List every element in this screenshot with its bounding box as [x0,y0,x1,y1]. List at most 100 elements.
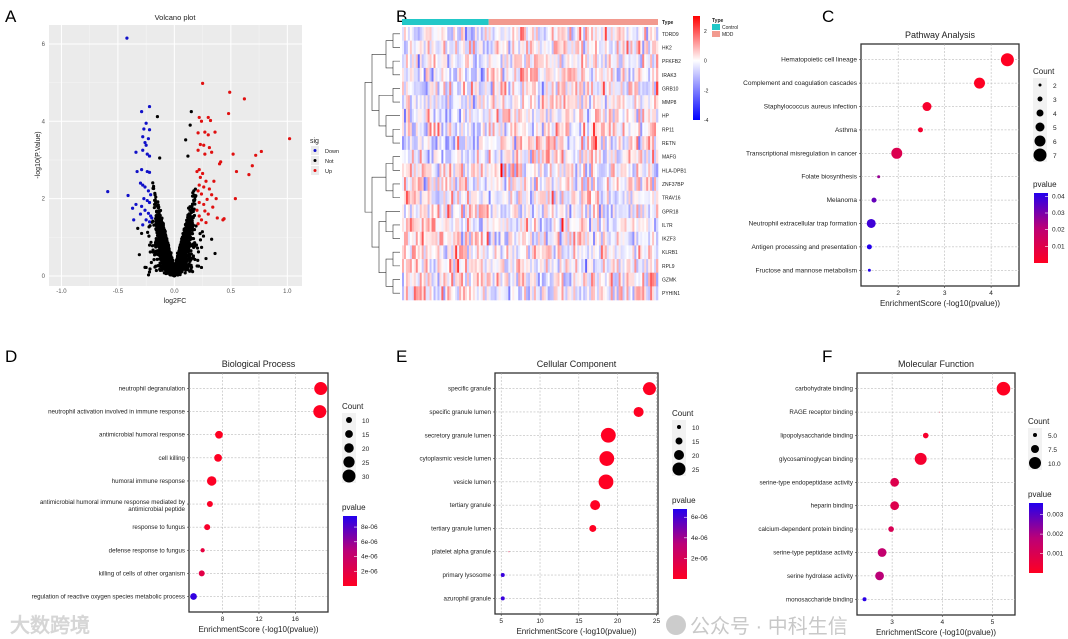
heatmap-cell [563,136,566,151]
heatmap-cell [575,81,578,96]
heatmap-cell [516,136,519,151]
heatmap-cell [445,122,448,137]
heatmap-cell [453,95,456,110]
heatmap-cell [561,149,564,164]
heatmap-cell [585,149,588,164]
heatmap-cell [524,136,527,151]
heatmap-cell [610,149,614,164]
heatmap-cell [451,67,454,82]
heatmap-cell [512,81,515,96]
heatmap-cell [524,163,527,178]
heatmap-cell [583,95,586,110]
heatmap-cell [449,95,452,110]
heatmap-cell [575,122,578,137]
heatmap-cell [553,67,556,82]
heatmap-cell [413,108,417,123]
heatmap-cell [642,95,645,110]
heatmap-cell [533,54,537,69]
heatmap-cell [524,54,527,69]
data-point-not [158,254,162,258]
heatmap-cell [459,190,462,205]
heatmap-cell [616,149,619,164]
heatmap-cell [539,149,543,164]
heatmap-cell [522,81,525,96]
heatmap-cell [559,54,562,69]
heatmap-cell [537,108,541,123]
heatmap-cell [451,40,454,55]
heatmap-cell [622,95,625,110]
heatmap-cell [616,54,619,69]
heatmap-cell [449,190,452,205]
data-point-down [147,128,152,132]
heatmap-cell [518,67,521,82]
heatmap-cell [656,108,659,123]
heatmap-cell [443,108,446,123]
heatmap-cell [488,163,491,178]
heatmap-cell [557,190,560,205]
heatmap-cell [545,108,549,123]
data-point-not [192,189,196,193]
data-point-up [226,111,231,116]
heatmap-cell [482,40,486,55]
heatmap-cell [457,136,460,151]
heatmap-cell [646,149,649,164]
data-point-not [152,202,157,207]
heatmap-cell [492,190,495,205]
heatmap-cell [451,108,454,123]
heatmap-cell [606,177,610,192]
heatmap-cell [547,81,550,96]
heatmap-cell [559,190,562,205]
heatmap-cell [431,27,434,41]
heatmap-cell [403,81,407,96]
heatmap-cell [457,67,460,82]
heatmap-cell [581,177,584,192]
heatmap-cell [472,190,476,205]
heatmap-cell [577,149,580,164]
heatmap-cell [604,136,608,151]
heatmap-cell [571,40,574,55]
heatmap-cell [407,67,411,82]
heatmap-cell [648,108,651,123]
heatmap-cell [455,136,458,151]
heatmap-cell [482,108,486,123]
heatmap-cell [472,54,476,69]
heatmap-cell [445,81,448,96]
heatmap-cell [449,81,452,96]
heatmap-cell [654,95,657,110]
heatmap-cell [474,136,478,151]
data-point-not [188,259,192,263]
heatmap-cell [484,95,487,110]
heatmap-cell [496,95,499,110]
heatmap-cell [466,27,470,41]
heatmap-cell [602,81,606,96]
heatmap-cell [445,136,448,151]
heatmap-cell [455,122,458,137]
data-point-up [206,133,210,137]
heatmap-cell [500,40,503,55]
heatmap-cell [433,81,436,96]
heatmap-cell [638,122,641,137]
heatmap-cell [431,149,434,164]
heatmap-cell [612,95,615,110]
heatmap-cell [447,108,450,123]
heatmap-cell [478,163,482,178]
heatmap-cell [569,40,572,55]
heatmap-cell [535,149,539,164]
heatmap-cell [652,108,655,123]
heatmap-cell [573,149,576,164]
data-point-up [197,115,201,120]
data-point-up [250,164,254,168]
heatmap-cell [490,122,493,137]
data-point-not [185,264,190,268]
heatmap-cell [461,108,464,123]
heatmap-cell [518,136,521,151]
heatmap-cell [528,190,531,205]
data-point-down [140,204,144,208]
heatmap-cell [425,149,428,164]
heatmap-cell [419,81,422,96]
heatmap-cell [478,27,482,41]
heatmap-cell [638,177,641,192]
heatmap-cell [530,40,533,55]
heatmap-cell [553,136,556,151]
heatmap-cell [500,108,503,123]
